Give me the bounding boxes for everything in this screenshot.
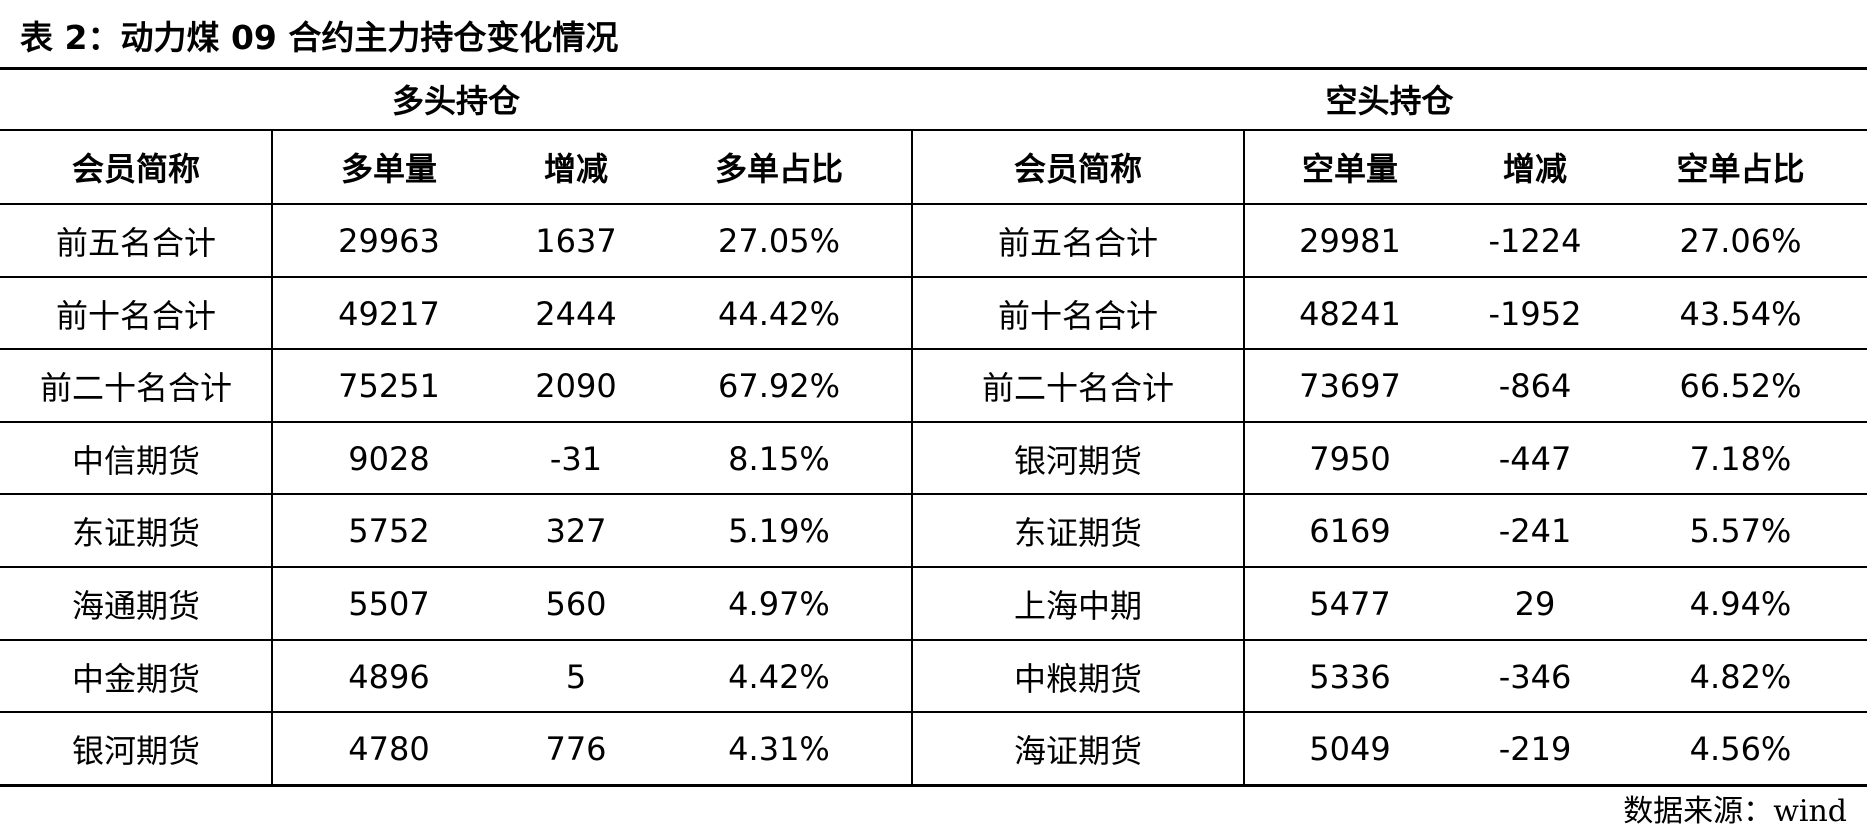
long-share-cell: 5.19% [728,511,830,550]
short-share-cell: 66.52% [1679,366,1802,405]
data-source: 数据来源：wind [1623,790,1847,834]
long-share-cell: 4.97% [728,584,830,623]
long-share-cell: 44.42% [717,294,840,333]
long-volume-cell: 9028 [348,439,430,478]
short-share-cell: 27.06% [1679,221,1802,260]
row-divider-rule [0,711,1867,713]
long-change-cell: 5 [565,657,587,696]
short-share-cell: 7.18% [1689,439,1792,478]
long-volume-header: 多单量 [340,150,437,188]
short-share-cell: 43.54% [1679,294,1802,333]
long-member-name-cell: 中金期货 [71,659,200,698]
short-change-cell: -346 [1498,657,1572,696]
short-member-name-cell: 前五名合计 [997,223,1158,262]
short-member-name-cell: 银河期货 [1013,441,1142,480]
short-volume-cell: 73697 [1299,366,1401,405]
row-divider-rule [0,493,1867,495]
group-header-long: 多头持仓 [391,82,520,120]
short-change-cell: -447 [1498,439,1572,478]
short-change-cell: -219 [1498,729,1572,768]
long-change-cell: 2444 [535,294,617,333]
data-source-value: wind [1773,794,1847,829]
long-change-cell: 776 [545,729,607,768]
short-change-cell: 29 [1514,584,1556,623]
short-volume-header: 空单量 [1301,150,1398,188]
long-volume-cell: 75251 [338,366,440,405]
long-volume-cell: 4896 [348,657,430,696]
short-member-name-cell: 海证期货 [1013,731,1142,770]
row-divider-rule [0,276,1867,278]
short-share-cell: 4.94% [1689,584,1792,623]
short-change-header: 增减 [1502,150,1567,188]
short-share-cell: 4.82% [1689,657,1792,696]
short-member-name-cell: 上海中期 [1013,586,1142,625]
short-volume-cell: 48241 [1299,294,1401,333]
short-change-cell: -241 [1498,511,1572,550]
short-volume-cell: 29981 [1299,221,1401,260]
row-divider-rule [0,421,1867,423]
row-divider-rule [0,566,1867,568]
short-volume-cell: 6169 [1309,511,1391,550]
long-share-cell: 27.05% [717,221,840,260]
long-member-name-cell: 前十名合计 [55,296,216,335]
long-member-name-cell: 前二十名合计 [39,368,232,407]
data-source-label: 数据来源： [1623,794,1774,829]
short-share-cell: 4.56% [1689,729,1792,768]
short-member-name-header: 会员简称 [1013,150,1142,188]
table-bottom-rule [0,784,1867,787]
short-change-cell: -864 [1498,366,1572,405]
long-change-header: 增减 [543,150,608,188]
long-change-cell: 1637 [535,221,617,260]
long-change-cell: 560 [545,584,607,623]
short-member-name-cell: 前十名合计 [997,296,1158,335]
long-share-cell: 4.31% [728,729,830,768]
group-divider-rule [0,129,1867,131]
long-volume-cell: 29963 [338,221,440,260]
table-top-rule [0,67,1867,70]
long-member-name-cell: 银河期货 [71,731,200,770]
long-member-name-cell: 东证期货 [71,513,200,552]
long-volume-cell: 5507 [348,584,430,623]
column-divider [271,130,273,785]
column-divider [1243,130,1245,785]
long-member-name-header: 会员简称 [71,150,200,188]
short-member-name-cell: 东证期货 [1013,513,1142,552]
short-volume-cell: 5049 [1309,729,1391,768]
long-change-cell: 2090 [535,366,617,405]
header-divider-rule [0,203,1867,205]
short-volume-cell: 7950 [1309,439,1391,478]
short-volume-cell: 5336 [1309,657,1391,696]
column-divider [911,130,913,785]
group-header-short: 空头持仓 [1325,82,1454,120]
long-volume-cell: 4780 [348,729,430,768]
long-member-name-cell: 海通期货 [71,586,200,625]
short-member-name-cell: 中粮期货 [1013,659,1142,698]
long-share-cell: 8.15% [728,439,830,478]
long-member-name-cell: 前五名合计 [55,223,216,262]
short-member-name-cell: 前二十名合计 [981,368,1174,407]
table-title: 表 2：动力煤 09 合约主力持仓变化情况 [20,18,619,57]
row-divider-rule [0,639,1867,641]
short-share-header: 空单占比 [1676,150,1805,188]
short-share-cell: 5.57% [1689,511,1792,550]
long-share-header: 多单占比 [714,150,843,188]
short-change-cell: -1952 [1488,294,1582,333]
short-change-cell: -1224 [1488,221,1582,260]
long-change-cell: -31 [549,439,603,478]
short-volume-cell: 5477 [1309,584,1391,623]
long-share-cell: 67.92% [717,366,840,405]
row-divider-rule [0,348,1867,350]
long-member-name-cell: 中信期货 [71,441,200,480]
long-volume-cell: 49217 [338,294,440,333]
long-volume-cell: 5752 [348,511,430,550]
long-change-cell: 327 [545,511,607,550]
long-share-cell: 4.42% [728,657,830,696]
